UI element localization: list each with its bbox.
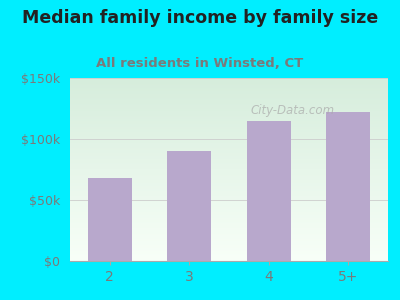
Bar <box>167 151 211 261</box>
Text: Median family income by family size: Median family income by family size <box>22 9 378 27</box>
Bar <box>247 121 291 261</box>
Bar <box>88 178 132 261</box>
Text: All residents in Winsted, CT: All residents in Winsted, CT <box>96 57 304 70</box>
Bar <box>326 112 370 261</box>
Text: City-Data.com: City-Data.com <box>250 104 335 117</box>
